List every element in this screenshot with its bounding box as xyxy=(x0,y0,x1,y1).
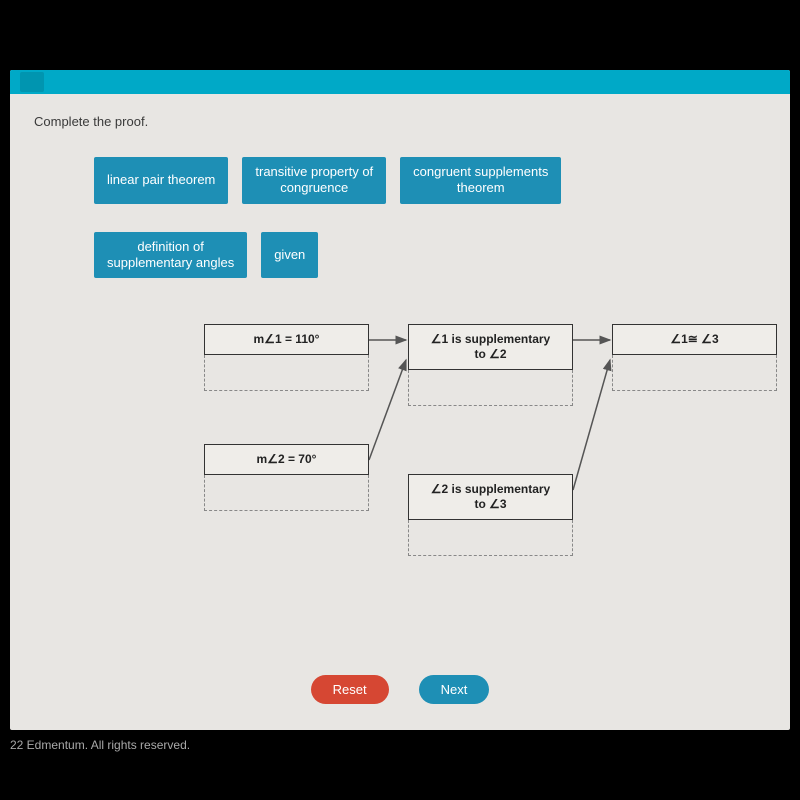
proof-box-m-angle-2: m∠2 = 70° xyxy=(204,444,369,511)
proof-box-supplementary-2-3: ∠2 is supplementary to ∠3 xyxy=(408,474,573,556)
option-congruent-supplements[interactable]: congruent supplements theorem xyxy=(400,157,561,204)
option-label: congruence xyxy=(280,180,348,196)
proof-statement: ∠1 is supplementary to ∠2 xyxy=(408,324,573,370)
proof-statement: ∠1≅ ∠3 xyxy=(612,324,777,355)
proof-reason-drop[interactable] xyxy=(408,370,573,406)
option-label: theorem xyxy=(457,180,505,196)
option-label: transitive property of xyxy=(255,164,373,180)
content-area: Complete the proof. linear pair theorem … xyxy=(10,94,790,730)
proof-reason-drop[interactable] xyxy=(204,355,369,391)
proof-box-supplementary-1-2: ∠1 is supplementary to ∠2 xyxy=(408,324,573,406)
reset-button[interactable]: Reset xyxy=(311,675,389,704)
toolbar-item[interactable] xyxy=(20,72,44,92)
option-definition-supplementary[interactable]: definition of supplementary angles xyxy=(94,232,247,279)
proof-area: m∠1 = 110° m∠2 = 70° ∠1 is supplementary… xyxy=(134,324,766,644)
line1: ∠2 is supplementary xyxy=(431,482,550,496)
line2: to ∠3 xyxy=(474,497,506,511)
proof-statement: m∠1 = 110° xyxy=(204,324,369,355)
option-label: supplementary angles xyxy=(107,255,234,271)
screen-wrap: Complete the proof. linear pair theorem … xyxy=(0,0,800,752)
footer-text: 22 Edmentum. All rights reserved. xyxy=(10,738,800,752)
option-label: definition of xyxy=(137,239,204,255)
option-linear-pair[interactable]: linear pair theorem xyxy=(94,157,228,204)
line1: ∠1 is supplementary xyxy=(431,332,550,346)
instruction-text: Complete the proof. xyxy=(34,114,766,129)
proof-statement: ∠2 is supplementary to ∠3 xyxy=(408,474,573,520)
proof-reason-drop[interactable] xyxy=(612,355,777,391)
proof-box-m-angle-1: m∠1 = 110° xyxy=(204,324,369,391)
option-label: given xyxy=(274,247,305,263)
proof-reason-drop[interactable] xyxy=(408,520,573,556)
toolbar xyxy=(10,70,790,94)
app-window: Complete the proof. linear pair theorem … xyxy=(10,70,790,730)
line2: to ∠2 xyxy=(474,347,506,361)
option-label: congruent supplements xyxy=(413,164,548,180)
option-transitive[interactable]: transitive property of congruence xyxy=(242,157,386,204)
next-button[interactable]: Next xyxy=(419,675,490,704)
option-given[interactable]: given xyxy=(261,232,318,279)
proof-box-congruent-1-3: ∠1≅ ∠3 xyxy=(612,324,777,391)
button-row: Reset Next xyxy=(10,675,790,704)
proof-statement: m∠2 = 70° xyxy=(204,444,369,475)
option-label: linear pair theorem xyxy=(107,172,215,188)
proof-reason-drop[interactable] xyxy=(204,475,369,511)
option-bank: linear pair theorem transitive property … xyxy=(94,157,734,278)
